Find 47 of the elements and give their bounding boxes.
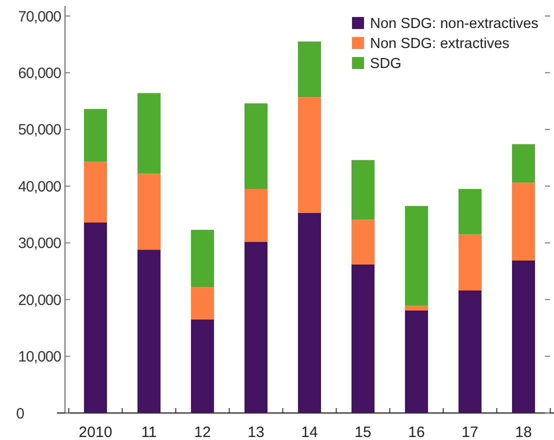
x-tick-label: 12 [194,424,211,440]
bar [137,93,160,174]
y-tick-label: 40,000 [18,178,62,196]
x-tick-label: 11 [141,424,157,440]
bar [244,242,268,413]
bar [190,287,214,320]
bar [137,174,160,250]
y-tick-label: 60,000 [18,64,62,82]
x-tick-label: 2010 [78,424,112,440]
y-tick-label: 10,000 [18,348,62,366]
bar [458,234,482,290]
bar [405,306,428,310]
bar [298,212,322,413]
bar [190,230,214,288]
bar [352,160,375,220]
bar [512,260,536,413]
bar [84,222,107,413]
bar [137,250,160,413]
x-tick-label: 13 [248,424,264,440]
legend-label: Non SDG: non-extractives [370,16,538,32]
legend-label: SDG [370,56,402,72]
x-tick-label: 18 [515,424,532,440]
y-tick-label: 0 [16,405,24,422]
bar [84,162,107,222]
y-tick-label: 20,000 [18,292,62,309]
bar [298,42,322,98]
bar [244,188,268,242]
x-tick-label: 17 [462,424,478,440]
y-tick-label: 50,000 [18,122,62,139]
y-tick-label: 30,000 [18,235,62,252]
bar [352,220,375,264]
bar [298,97,322,213]
bar [512,144,536,183]
bar [352,264,375,413]
x-tick-label: 14 [301,424,318,440]
bar [84,109,107,162]
bar [458,290,482,413]
bar [190,319,214,413]
legend-label: Non SDG: extractives [370,36,510,52]
x-tick-label: 15 [354,424,372,440]
bar [405,310,428,413]
bar [458,188,482,234]
bar [512,182,536,260]
bar [405,206,428,306]
x-tick-label: 16 [408,424,425,440]
bar [244,103,268,189]
y-tick-label: 70,000 [18,8,62,26]
